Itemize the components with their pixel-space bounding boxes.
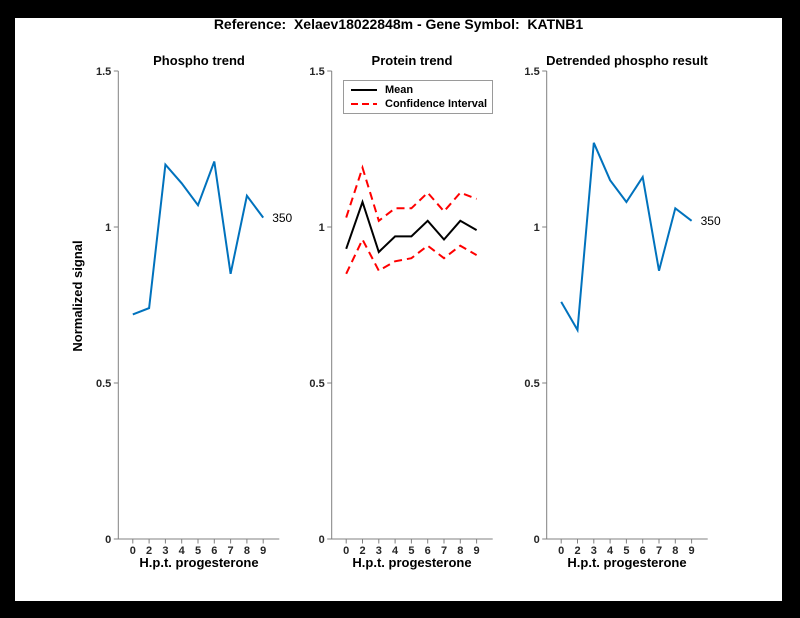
subplot3-y-tick-label: 1	[534, 222, 540, 234]
subplot3-annotation-350: 350	[700, 213, 721, 228]
subplot2-series-confidence-interval-upper	[345, 164, 477, 223]
subplot2-y-tick-label: 0	[319, 534, 325, 546]
subplot2-y-tick-label: 0.5	[309, 378, 324, 390]
subplot1-y-tick-label: 1	[105, 222, 111, 234]
subplot3-x-tick-label: 7	[656, 545, 662, 557]
subplot3-x-tick-label: 5	[623, 545, 629, 557]
legend-box: Mean Confidence Interval	[343, 80, 493, 114]
subplot1-x-tick-label: 4	[179, 545, 186, 557]
subplot2-x-tick-label: 9	[474, 545, 480, 557]
subplot3-x-axis-label: H.p.t. progesterone	[567, 555, 687, 570]
subplot3-x-tick-label: 2	[574, 545, 580, 557]
subplot2-x-tick-label: 3	[376, 545, 382, 557]
subplot2-x-tick-label: 5	[408, 545, 414, 557]
subplot2-series-mean	[345, 198, 478, 254]
subplot1-y-tick-label: 0	[105, 534, 111, 546]
subplot3-x-tick-label: 6	[640, 545, 646, 557]
subplot3-x-tick-label: 8	[672, 545, 678, 557]
confidence-interval-line-sample-icon	[351, 103, 377, 105]
subplot1-y-tick-label: 0.5	[96, 378, 111, 390]
y-axis-label: Normalized signal	[70, 240, 85, 352]
subplot2-title: Protein trend	[371, 53, 453, 68]
subplot2-x-tick-label: 2	[359, 545, 365, 557]
subplot1-x-tick-label: 0	[130, 545, 136, 557]
subplot1-annotation-350: 350	[272, 210, 293, 225]
subplot2-x-tick-label: 8	[457, 545, 463, 557]
subplot1-axis	[117, 71, 280, 540]
legend-label-mean: Mean	[385, 83, 414, 96]
subplot1-x-tick-label: 7	[228, 545, 234, 557]
subplot3-axis	[546, 71, 708, 540]
subplot3-title: Detrended phospho result	[546, 53, 708, 68]
subplot1-title: Phospho trend	[153, 53, 245, 68]
subplot2-y-tick-label: 1.5	[309, 66, 324, 78]
subplot3-x-tick-label: 3	[591, 545, 597, 557]
subplot1-x-tick-label: 2	[146, 545, 152, 557]
legend-label-confidence-interval: Confidence Interval	[385, 97, 488, 110]
subplot1-x-tick-label: 5	[195, 545, 201, 557]
subplot3-y-tick-label: 1.5	[524, 66, 539, 78]
subplot2-series-confidence-interval-lower	[345, 237, 478, 275]
subplot3-y-tick-label: 0	[534, 534, 540, 546]
subplot3-x-tick-label: 9	[689, 545, 695, 557]
subplot2-x-tick-label: 4	[392, 545, 399, 557]
subplot2-x-tick-label: 0	[343, 545, 349, 557]
subplot1-x-tick-label: 9	[260, 545, 266, 557]
legend-item-confidence-interval: Confidence Interval	[350, 98, 492, 111]
subplot2-axis	[331, 71, 493, 540]
mean-line-sample-icon	[351, 89, 377, 91]
subplot3-x-tick-label: 4	[607, 545, 614, 557]
subplot1-x-axis-label: H.p.t. progesterone	[139, 555, 259, 570]
subplot1-x-tick-label: 6	[211, 545, 217, 557]
subplot1-x-tick-label: 3	[162, 545, 168, 557]
subplot3-series-detrended-phospho-signal	[560, 142, 693, 334]
subplot2-y-tick-label: 1	[319, 222, 325, 234]
figure-title: Reference: Xelaev18022848m - Gene Symbol…	[213, 16, 584, 32]
subplot1-x-tick-label: 8	[244, 545, 250, 557]
subplot3-y-tick-label: 0.5	[524, 378, 539, 390]
subplot1-series-phospho-signal	[132, 161, 265, 316]
legend-item-mean: Mean	[350, 84, 492, 97]
subplot1-y-tick-label: 1.5	[96, 66, 111, 78]
subplot2-x-tick-label: 6	[425, 545, 431, 557]
subplot2-x-axis-label: H.p.t. progesterone	[352, 555, 472, 570]
subplot2-x-tick-label: 7	[441, 545, 447, 557]
subplot3-x-tick-label: 0	[558, 545, 564, 557]
